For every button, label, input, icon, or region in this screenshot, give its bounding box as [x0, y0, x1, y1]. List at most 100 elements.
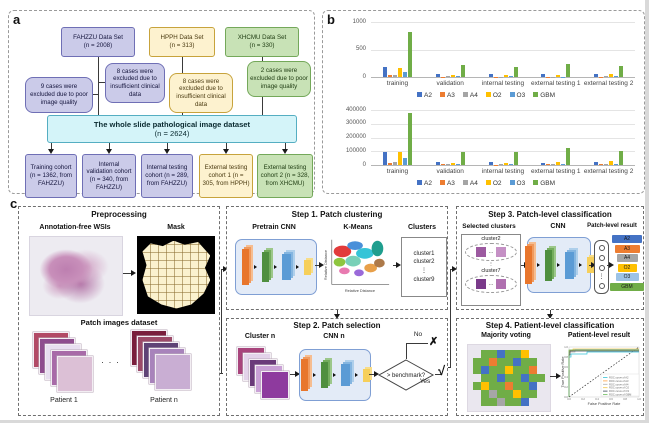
arrowhead	[396, 262, 401, 268]
layer-arrow	[312, 373, 316, 377]
mosaic-cell	[521, 358, 529, 366]
arrowhead	[48, 149, 54, 154]
bar-GBM	[513, 66, 518, 77]
class-chip-O3: O3	[615, 273, 639, 281]
benchmark-label: > benchmark?	[387, 373, 426, 379]
cluster7-label: cluster7	[481, 268, 501, 274]
output-node	[598, 265, 605, 272]
bar-GBM	[566, 64, 571, 77]
cluster7-ellipse: …	[465, 275, 517, 293]
mosaic-cell	[489, 358, 497, 366]
mosaic-cell	[481, 390, 489, 398]
cnn-layer	[241, 249, 249, 285]
pretrain-cnn-graphic	[235, 239, 317, 295]
dataset-n: (n = 330)	[249, 42, 275, 49]
mosaic-cell	[473, 382, 481, 390]
patch-layer	[261, 371, 289, 399]
cluster2-label: cluster2	[481, 236, 501, 242]
cohort-text: External testing cohort 1 (n = 305, from…	[202, 164, 250, 187]
connector-line	[109, 143, 111, 150]
bar-A2	[594, 161, 599, 165]
ellipsis-dots: · · ·	[101, 357, 120, 367]
cnn-n-graphic	[299, 349, 371, 401]
class-chip-GBM: GBM	[610, 282, 644, 291]
bar-O3	[455, 75, 460, 77]
cnn-n-label: CNN n	[323, 333, 345, 340]
cnn-label: CNN	[550, 223, 566, 230]
roc-x-tick: 0.4	[595, 397, 599, 401]
mosaic-cell	[529, 382, 537, 390]
dataset-box-fahzzu: FAHZZU Data Set (n = 2008)	[61, 27, 135, 57]
mosaic-cell	[505, 374, 513, 382]
output-nodes: ⋮	[594, 240, 609, 294]
check-mark: √	[438, 363, 446, 378]
roc-y-tick: 0.4	[564, 375, 568, 379]
mosaic-cell	[537, 398, 545, 406]
mosaic-cell	[497, 374, 505, 382]
arrowhead	[223, 266, 228, 272]
exclusion-box-1: 9 cases were excluded due to poor image …	[25, 77, 93, 113]
kmeans-xlabel: Relative Distance	[345, 288, 375, 293]
legend-item-O2: O2	[485, 92, 502, 99]
bar-O2	[450, 162, 455, 165]
legend-swatch	[533, 92, 539, 97]
mosaic-cell	[513, 398, 521, 406]
legend-swatch	[462, 92, 468, 97]
patient1-patch-stack	[33, 332, 93, 392]
cross-mark: ✗	[429, 336, 439, 348]
output-node	[598, 245, 605, 252]
patch-level-result-label: Patch-level result	[587, 223, 637, 229]
cohort-text: Internal validation cohort (n = 340, fro…	[86, 160, 132, 191]
whole-dataset-line2: (n = 2624)	[154, 129, 190, 138]
y-tick-label: 200000	[345, 134, 366, 140]
roc-x-tick: 0.2	[581, 397, 585, 401]
arrowhead	[223, 149, 229, 154]
mosaic-cell	[489, 366, 497, 374]
mosaic-cell	[497, 358, 505, 366]
cnn-layer	[261, 252, 269, 282]
cohort-box-external-testing-1: External testing cohort 1 (n = 305, from…	[199, 154, 253, 198]
mosaic-cell	[529, 398, 537, 406]
mosaic-cell	[481, 374, 489, 382]
bar-A4	[392, 74, 397, 77]
bar-GBM	[566, 147, 571, 165]
category-label: external testing 1	[531, 168, 581, 175]
class-chip-A2: A2	[612, 235, 642, 243]
kmeans-ylabel: Relative Distance	[323, 250, 328, 280]
step2-box: Step 2. Patch selection Cluster n CNN n …	[226, 318, 448, 416]
cluster2-ellipse: …	[465, 243, 517, 261]
connector-line	[450, 269, 452, 368]
dataset-name: FAHZZU Data Set	[73, 34, 123, 42]
bar-A2	[541, 163, 546, 165]
mosaic-cell	[481, 398, 489, 406]
legend-swatch	[509, 92, 515, 97]
connector-line	[550, 310, 552, 315]
mosaic-cell	[529, 366, 537, 374]
mosaic-cell	[521, 374, 529, 382]
cluster-list-item: cluster9	[413, 277, 435, 284]
kmeans-cluster-blob	[345, 255, 361, 267]
legend-swatch	[462, 180, 468, 185]
bar-O2	[556, 162, 561, 166]
mosaic-cell	[529, 358, 537, 366]
bar-A3	[440, 164, 445, 165]
grid-line	[371, 151, 635, 153]
bar-A4	[551, 76, 556, 78]
cohort-text: Training cohort (n = 1362, from FAHZZU)	[29, 164, 73, 187]
step4-box: Step 4. Patient-level classification Maj…	[456, 318, 644, 416]
output-node	[598, 282, 605, 289]
step1-box: Step 1. Patch clustering Pretrain CNN K-…	[226, 206, 448, 310]
grid-line	[371, 49, 635, 51]
chart-legend: A2 A3 A4 O2 O3 GBM	[333, 92, 639, 99]
roc-x-tick: 1.0	[637, 397, 641, 401]
cohort-box-training: Training cohort (n = 1362, from FAHZZU)	[25, 154, 77, 198]
cluster-patch-thumb	[476, 279, 487, 289]
bar-A4	[604, 76, 609, 77]
grid-line	[371, 22, 635, 23]
dataset-name: HPPH Data Set	[160, 34, 204, 42]
layer-arrow	[273, 265, 277, 269]
connector-line	[521, 265, 526, 267]
bar-A4	[392, 161, 397, 165]
legend-item-O2: O2	[485, 180, 502, 187]
